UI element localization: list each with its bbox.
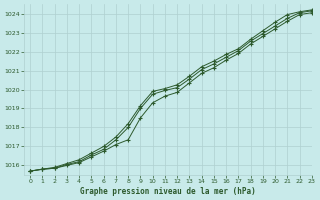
X-axis label: Graphe pression niveau de la mer (hPa): Graphe pression niveau de la mer (hPa) (80, 187, 256, 196)
